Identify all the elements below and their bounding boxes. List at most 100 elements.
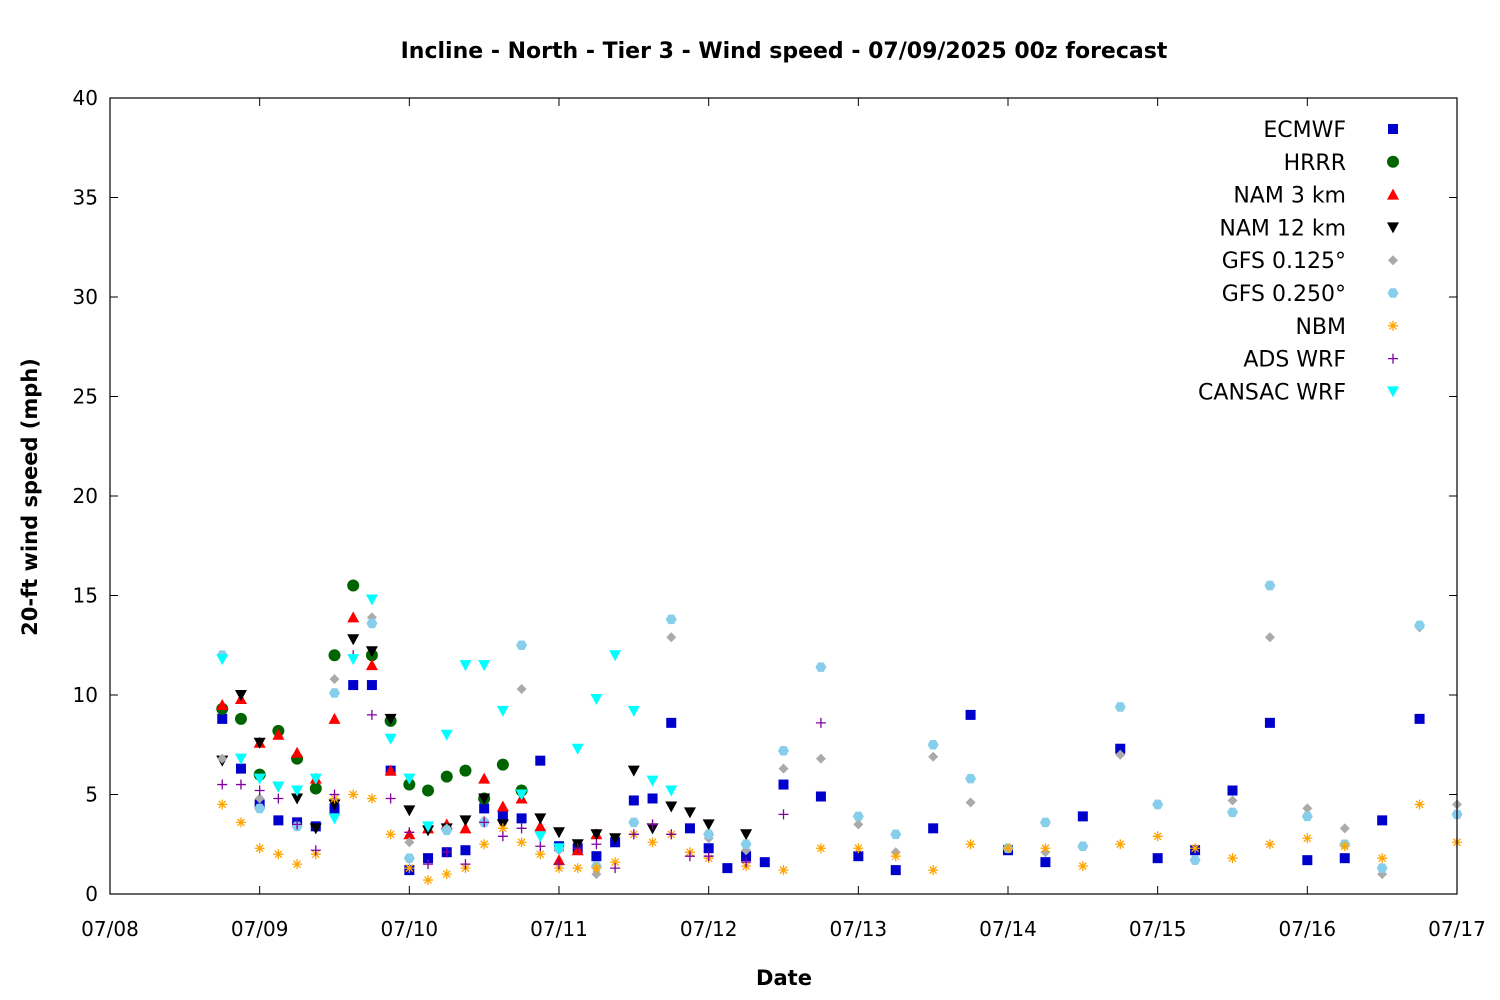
x-tick-label: 07/12 xyxy=(680,917,738,941)
data-point xyxy=(778,745,789,756)
data-point xyxy=(234,753,247,765)
data-point xyxy=(441,869,452,880)
data-point xyxy=(1414,713,1425,724)
data-point xyxy=(1414,799,1425,810)
data-point xyxy=(928,751,939,762)
data-point xyxy=(591,863,602,874)
data-point xyxy=(1302,855,1313,866)
data-point xyxy=(927,739,939,750)
data-point xyxy=(385,829,396,840)
y-tick-label: 15 xyxy=(73,584,98,608)
data-point xyxy=(254,785,265,796)
data-point xyxy=(1227,795,1238,806)
data-point xyxy=(422,784,435,797)
data-point xyxy=(591,869,602,880)
legend-label: NAM 3 km xyxy=(1233,184,1346,209)
data-point xyxy=(553,827,565,839)
data-point xyxy=(459,815,472,827)
data-point xyxy=(497,811,508,822)
data-point xyxy=(1339,823,1350,834)
data-point xyxy=(1039,817,1051,828)
data-point xyxy=(553,843,565,855)
data-point xyxy=(291,746,304,758)
data-point xyxy=(890,865,901,876)
data-point xyxy=(1301,811,1313,822)
data-point xyxy=(741,857,752,868)
data-point xyxy=(309,782,322,795)
series-cansac-wrf xyxy=(216,594,678,855)
legend-label: HRRR xyxy=(1284,151,1346,176)
data-point xyxy=(479,803,490,814)
data-point xyxy=(703,829,715,840)
legend-marker xyxy=(1387,386,1399,398)
data-point xyxy=(815,753,826,764)
data-point xyxy=(291,785,304,797)
data-point xyxy=(703,851,714,862)
data-point xyxy=(216,654,229,666)
data-point xyxy=(365,594,378,606)
data-point xyxy=(1189,855,1201,865)
y-tick-label: 35 xyxy=(73,186,98,210)
data-point xyxy=(778,763,789,774)
data-point xyxy=(328,813,341,825)
data-point xyxy=(1114,702,1126,712)
data-point xyxy=(516,813,527,824)
data-point xyxy=(853,843,864,854)
data-point xyxy=(235,763,246,774)
x-tick-label: 07/15 xyxy=(1129,917,1187,941)
data-point xyxy=(554,859,564,870)
data-point xyxy=(572,863,583,874)
data-point xyxy=(815,791,826,802)
data-point xyxy=(366,618,378,629)
legend-label: GFS 0.250° xyxy=(1222,282,1346,307)
data-point xyxy=(853,819,864,830)
data-point xyxy=(1414,620,1426,631)
legend-marker xyxy=(1388,353,1398,364)
data-point xyxy=(1077,841,1089,852)
data-point xyxy=(235,779,246,790)
data-point xyxy=(609,650,622,662)
data-point xyxy=(778,779,789,790)
y-tick-label: 20 xyxy=(73,484,98,508)
data-point xyxy=(422,821,435,833)
data-point xyxy=(479,817,490,828)
data-point xyxy=(348,789,359,800)
data-point xyxy=(666,829,677,840)
data-point xyxy=(217,713,228,724)
data-point xyxy=(254,843,265,854)
data-point xyxy=(627,765,640,777)
data-point xyxy=(815,843,826,854)
data-point xyxy=(647,837,658,848)
data-point xyxy=(440,770,453,783)
data-point xyxy=(759,857,770,868)
data-point xyxy=(890,851,901,862)
data-point xyxy=(1190,843,1201,854)
data-point xyxy=(516,684,527,695)
legend-label: GFS 0.125° xyxy=(1222,249,1346,274)
data-point xyxy=(328,712,341,724)
data-point xyxy=(497,823,508,834)
data-point xyxy=(684,823,695,834)
data-point xyxy=(815,662,827,672)
data-point xyxy=(385,793,396,804)
legend-label: ECMWF xyxy=(1263,118,1346,143)
data-point xyxy=(478,660,491,672)
x-tick-label: 07/14 xyxy=(979,917,1037,941)
data-point xyxy=(347,654,360,666)
data-point xyxy=(1264,839,1275,850)
data-point xyxy=(1115,743,1126,754)
data-point xyxy=(965,709,976,720)
data-point xyxy=(404,827,415,838)
data-point xyxy=(853,851,864,862)
data-point xyxy=(234,712,247,725)
data-point xyxy=(459,822,472,834)
data-point xyxy=(666,717,677,728)
data-point xyxy=(253,773,266,785)
data-point xyxy=(534,831,547,843)
data-point xyxy=(423,853,434,864)
data-point xyxy=(628,795,639,806)
y-tick-label: 5 xyxy=(85,783,98,807)
data-point xyxy=(440,729,453,741)
data-point xyxy=(684,851,695,862)
